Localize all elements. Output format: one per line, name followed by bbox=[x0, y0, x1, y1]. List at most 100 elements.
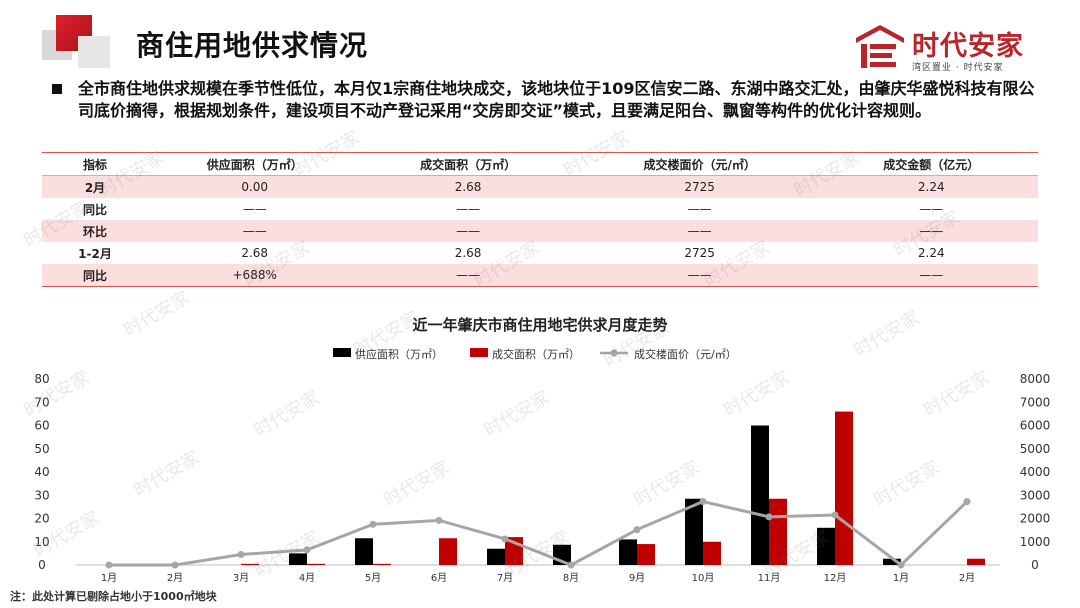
table-cell: —— bbox=[456, 202, 481, 216]
chart-title: 近一年肇庆市商住用地宅供求月度走势 bbox=[412, 316, 667, 334]
x-tick-label: 9月 bbox=[629, 572, 645, 584]
price-point bbox=[633, 526, 641, 534]
table-cell: 环比 bbox=[42, 220, 148, 242]
table-cell: 2.68 bbox=[241, 246, 269, 260]
x-tick-label: 8月 bbox=[563, 572, 579, 584]
y-left-tick-label: 30 bbox=[34, 488, 49, 502]
table-row: 同比 +688% —— —— —— bbox=[42, 264, 1038, 287]
supply-bar bbox=[487, 548, 505, 565]
x-tick-label: 1月 bbox=[101, 572, 117, 584]
y-left-tick-label: 70 bbox=[34, 395, 49, 409]
page-title: 商住用地供求情况 bbox=[136, 29, 369, 62]
table-cell: —— bbox=[361, 264, 575, 287]
price-point bbox=[501, 535, 509, 543]
y-left-tick-label: 0 bbox=[38, 558, 46, 572]
table-cell: 2月 bbox=[42, 175, 148, 198]
table-cell: +688% bbox=[148, 264, 362, 287]
price-point bbox=[105, 561, 113, 569]
x-tick-label: 2月 bbox=[959, 572, 975, 584]
price-point bbox=[435, 516, 443, 524]
price-point bbox=[567, 561, 575, 569]
table-cell: 同比 bbox=[82, 202, 107, 217]
table-row: 1-2月 2.68 2.68 2725 2.24 bbox=[42, 242, 1038, 264]
table-cell: —— bbox=[242, 202, 267, 216]
x-tick-label: 7月 bbox=[497, 572, 513, 584]
x-tick-label: 11月 bbox=[758, 572, 781, 584]
deal-bar bbox=[637, 544, 655, 565]
y-left-tick-label: 10 bbox=[34, 535, 49, 549]
price-point bbox=[831, 511, 839, 519]
deal-bar bbox=[373, 563, 391, 565]
legend-label: 成交楼面价（元/㎡） bbox=[634, 347, 737, 361]
table-cell: 2.24 bbox=[824, 175, 1038, 198]
supply-bar bbox=[751, 425, 769, 565]
price-point bbox=[765, 513, 773, 521]
table-header: 成交楼面价（元/㎡） bbox=[574, 152, 825, 176]
legend-label: 成交面积（万㎡） bbox=[492, 347, 580, 361]
table-cell: 2.68 bbox=[361, 175, 575, 198]
x-tick-label: 12月 bbox=[824, 572, 847, 584]
y-left-tick-label: 20 bbox=[34, 512, 49, 526]
supply-bar bbox=[817, 527, 835, 565]
table-cell: 2.68 bbox=[454, 246, 482, 260]
supply-bar bbox=[685, 498, 703, 565]
legend-swatch bbox=[333, 348, 351, 357]
price-point bbox=[237, 551, 245, 559]
decor-square-gray-2 bbox=[78, 36, 110, 68]
table-row: 环比 —— —— —— —— bbox=[42, 220, 1038, 242]
deal-bar bbox=[835, 411, 853, 565]
y-right-tick-label: 5000 bbox=[1020, 442, 1051, 456]
y-left-tick-label: 40 bbox=[34, 465, 49, 479]
table-cell: —— bbox=[824, 220, 1038, 242]
y-right-tick-label: 3000 bbox=[1020, 488, 1051, 502]
table-cell: —— bbox=[687, 202, 712, 216]
legend-swatch bbox=[470, 348, 488, 357]
table-header: 指标 bbox=[42, 152, 148, 176]
stats-table: 指标 供应面积（万㎡） 成交面积（万㎡） 成交楼面价（元/㎡） 成交金额（亿元）… bbox=[42, 152, 1038, 287]
y-right-tick-label: 4000 bbox=[1020, 465, 1051, 479]
logo-icon bbox=[856, 25, 904, 68]
deal-bar bbox=[439, 538, 457, 565]
table-cell: —— bbox=[574, 220, 825, 242]
table-cell: 1-2月 bbox=[78, 246, 112, 261]
x-tick-label: 10月 bbox=[692, 572, 715, 584]
table-cell: 0.00 bbox=[148, 175, 362, 198]
deal-bar bbox=[241, 563, 259, 565]
y-right-tick-label: 0 bbox=[1031, 558, 1039, 572]
logo-subtitle: 湾区置业 · 时代安家 bbox=[912, 63, 1004, 73]
table-header: 成交金额（亿元） bbox=[824, 152, 1038, 176]
logo-text: 时代安家 bbox=[912, 31, 1024, 62]
table-row: 2月 0.00 2.68 2725 2.24 bbox=[42, 175, 1038, 198]
y-right-tick-label: 2000 bbox=[1020, 512, 1051, 526]
table-cell: —— bbox=[148, 220, 362, 242]
logo: 时代安家 湾区置业 · 时代安家 bbox=[852, 22, 1052, 73]
y-right-tick-label: 1000 bbox=[1020, 535, 1051, 549]
price-point bbox=[303, 546, 311, 554]
y-right-tick-label: 8000 bbox=[1020, 372, 1051, 386]
x-tick-label: 5月 bbox=[365, 572, 381, 584]
price-point bbox=[699, 498, 707, 506]
legend-marker bbox=[610, 349, 618, 357]
table-cell: 同比 bbox=[42, 264, 148, 287]
table-cell: 2725 bbox=[684, 246, 715, 260]
bullet-square-icon bbox=[52, 84, 62, 94]
x-tick-label: 4月 bbox=[299, 572, 315, 584]
y-left-tick-label: 80 bbox=[34, 372, 49, 386]
supply-bar bbox=[289, 553, 307, 565]
table-header-row: 指标 供应面积（万㎡） 成交面积（万㎡） 成交楼面价（元/㎡） 成交金额（亿元） bbox=[42, 152, 1038, 176]
deal-bar bbox=[307, 563, 325, 565]
table-row: 同比 —— —— —— —— bbox=[42, 198, 1038, 220]
table-cell: 2725 bbox=[574, 175, 825, 198]
price-line bbox=[109, 499, 969, 567]
table-cell: 2.24 bbox=[917, 246, 945, 260]
summary-paragraph: 全市商住地供求规模在季节性低位，本月仅1宗商住地块成交，该地块位于109区信安二… bbox=[50, 78, 1040, 122]
y-left-tick-label: 50 bbox=[34, 442, 49, 456]
table-header: 成交面积（万㎡） bbox=[361, 152, 575, 176]
summary-text: 全市商住地供求规模在季节性低位，本月仅1宗商住地块成交，该地块位于109区信安二… bbox=[78, 79, 1035, 120]
table-cell: —— bbox=[824, 264, 1038, 287]
x-tick-label: 3月 bbox=[233, 572, 249, 584]
y-right-tick-label: 6000 bbox=[1020, 419, 1051, 433]
legend-label: 供应面积（万㎡） bbox=[355, 347, 443, 361]
table-header: 供应面积（万㎡） bbox=[148, 152, 362, 176]
deal-bar bbox=[769, 498, 787, 565]
